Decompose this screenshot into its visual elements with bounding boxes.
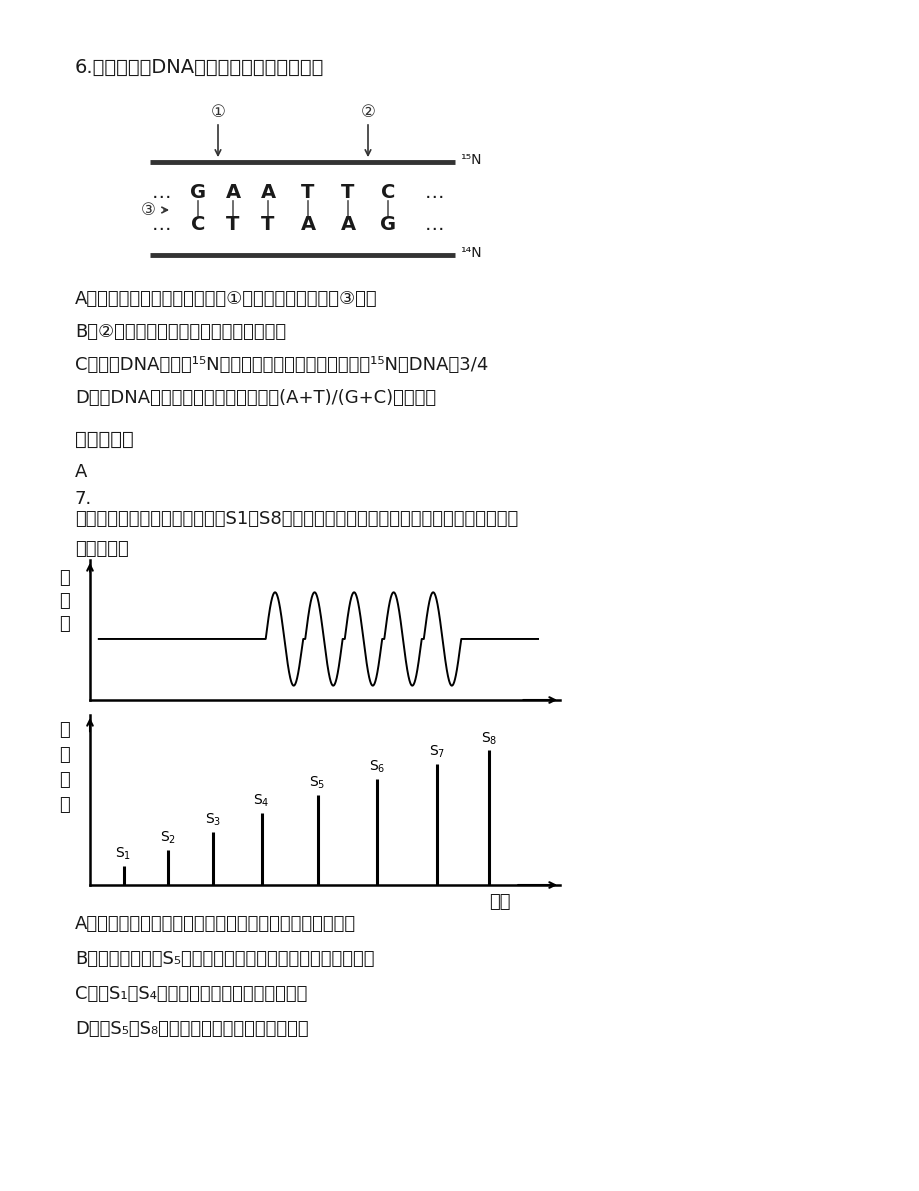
Text: S$_6$: S$_6$ — [369, 759, 385, 775]
Text: A．刺激要达到一定的强度才能诱导神经细胞产生动作电位: A．刺激要达到一定的强度才能诱导神经细胞产生动作电位 — [75, 915, 356, 933]
Text: ¹⁴N: ¹⁴N — [460, 247, 482, 260]
Text: C．把此DNA放在含¹⁵N的培养液中复制两代，子代中含¹⁵N的DNA刴3/4: C．把此DNA放在含¹⁵N的培养液中复制两代，子代中含¹⁵N的DNA刴3/4 — [75, 356, 488, 374]
Text: A: A — [260, 182, 276, 201]
Text: 右图表示将刺激强度逐渐增加（S1～S8），一个神经细胞细胞膜电位的变化规律，下列叙: 右图表示将刺激强度逐渐增加（S1～S8），一个神经细胞细胞膜电位的变化规律，下列… — [75, 510, 517, 528]
Text: A: A — [301, 216, 315, 235]
Text: S$_4$: S$_4$ — [253, 792, 269, 809]
Text: 时间: 时间 — [489, 893, 510, 911]
Text: 参考答案：: 参考答案： — [75, 430, 133, 449]
Text: …: … — [152, 216, 171, 235]
Text: 强: 强 — [60, 771, 70, 788]
Text: T: T — [261, 216, 275, 235]
Text: 激: 激 — [60, 746, 70, 763]
Text: 电: 电 — [60, 592, 70, 610]
Text: C．在S₁～S₄期间，细胞膜上没有离子的进出: C．在S₁～S₄期间，细胞膜上没有离子的进出 — [75, 985, 307, 1003]
Text: A．限制性核酸内切酶可作用于①部位，解旋酶作用于③部位: A．限制性核酸内切酶可作用于①部位，解旋酶作用于③部位 — [75, 289, 377, 308]
Text: …: … — [425, 182, 444, 201]
Text: …: … — [152, 182, 171, 201]
Text: T: T — [301, 182, 314, 201]
Text: D．该DNA的特异性表现在碱基种类和(A+T)/(G+C)的比例上: D．该DNA的特异性表现在碱基种类和(A+T)/(G+C)的比例上 — [75, 389, 436, 407]
Text: ③: ③ — [141, 201, 155, 219]
Text: S$_8$: S$_8$ — [481, 730, 497, 747]
Text: T: T — [341, 182, 355, 201]
Text: 述正确的是: 述正确的是 — [75, 540, 129, 559]
Text: G: G — [189, 182, 206, 201]
Text: B．②处的碱基缺失导致染色体结构的变异: B．②处的碱基缺失导致染色体结构的变异 — [75, 323, 286, 341]
Text: S$_3$: S$_3$ — [205, 812, 221, 828]
Text: 刺: 刺 — [60, 721, 70, 738]
Text: C: C — [190, 216, 205, 235]
Text: A: A — [340, 216, 355, 235]
Text: 膜: 膜 — [60, 569, 70, 587]
Text: 7.: 7. — [75, 490, 92, 509]
Text: ¹⁵N: ¹⁵N — [460, 152, 481, 167]
Text: ②: ② — [360, 102, 375, 121]
Text: S$_5$: S$_5$ — [309, 774, 325, 791]
Text: ①: ① — [210, 102, 225, 121]
Text: S$_1$: S$_1$ — [116, 846, 131, 862]
Text: S$_2$: S$_2$ — [160, 829, 176, 846]
Text: …: … — [425, 216, 444, 235]
Text: A: A — [75, 463, 87, 481]
Text: A: A — [225, 182, 240, 201]
Text: B．刺激强度达到S₅以后，随刺激强度踹加动作电位逐渐增强: B．刺激强度达到S₅以后，随刺激强度踹加动作电位逐渐增强 — [75, 950, 374, 968]
Text: G: G — [380, 216, 396, 235]
Text: C: C — [380, 182, 395, 201]
Text: T: T — [226, 216, 240, 235]
Text: 度: 度 — [60, 796, 70, 813]
Text: 位: 位 — [60, 615, 70, 632]
Text: D．在S₅～S₈时期，细胞膜的电位是外正内负: D．在S₅～S₈时期，细胞膜的电位是外正内负 — [75, 1019, 308, 1039]
Text: 6.关于如下图DNA分子片段的说法正确的是: 6.关于如下图DNA分子片段的说法正确的是 — [75, 58, 324, 77]
Text: S$_7$: S$_7$ — [428, 743, 445, 760]
